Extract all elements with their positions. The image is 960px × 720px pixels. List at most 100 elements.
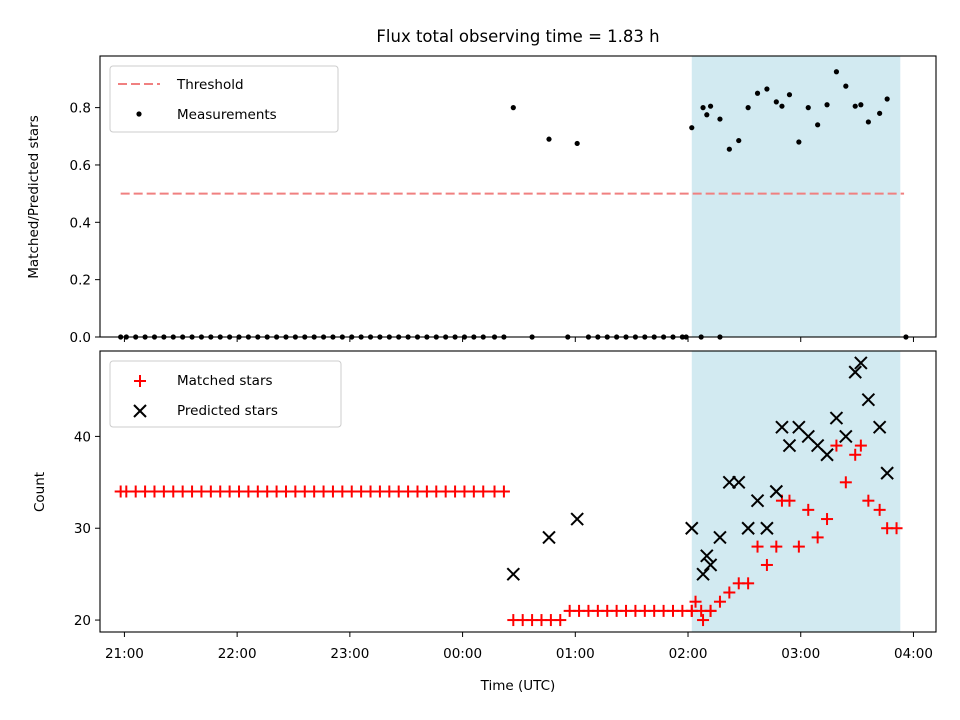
matched-star-point [783, 494, 796, 507]
measurement-point [833, 69, 840, 75]
top-y-tick-label: 0.6 [70, 158, 91, 174]
predicted-star-point [703, 558, 718, 572]
legend-predicted-swatch [133, 404, 147, 418]
predicted-star-point [782, 438, 797, 453]
x-tick-label: 00:00 [443, 646, 482, 662]
top-chart-title: Flux total observing time = 1.83 h [376, 27, 659, 46]
matched-star-point [760, 558, 773, 571]
predicted-star-point [854, 356, 868, 370]
bottom-axes-frame [99, 350, 937, 633]
top-shaded-interval [691, 56, 901, 337]
x-tick-label: 22:00 [218, 646, 257, 662]
matched-star-point [854, 439, 867, 452]
x-tick-label: 04:00 [894, 646, 933, 662]
predicted-star-point [769, 484, 784, 499]
measurements-points [118, 69, 909, 340]
top-y-ticks: 0.0 0.2 0.4 0.6 0.8 [70, 101, 100, 346]
measurement-point [815, 122, 821, 128]
measurement-point [707, 103, 714, 109]
legend-measurements-swatch [136, 111, 142, 117]
legend-matched-swatch [134, 375, 146, 387]
matched-star-point [830, 439, 843, 452]
matched-stars-points [114, 439, 903, 627]
measurement-point [884, 96, 890, 102]
matched-star-point [689, 595, 702, 608]
bottom-legend: Matched stars Predicted stars [109, 360, 342, 428]
bottom-y-axis-label: Count [32, 472, 48, 512]
predicted-star-point [880, 466, 894, 480]
measurement-point [689, 125, 695, 131]
measurement-point [764, 86, 770, 92]
predicted-star-point [696, 567, 710, 581]
matched-star-point [704, 604, 717, 617]
legend-matched-label: Matched stars [177, 373, 273, 389]
matched-star-point [839, 476, 852, 489]
matched-star-point [697, 614, 710, 627]
measurement-point [824, 102, 830, 108]
matched-star-point [802, 503, 815, 516]
measurement-point [700, 105, 706, 111]
predicted-star-point [820, 448, 834, 462]
predicted-star-point [732, 475, 746, 490]
x-tick-label: 23:00 [330, 646, 369, 662]
measurement-point [574, 140, 580, 147]
matched-star-point [554, 614, 567, 627]
bottom-y-tick-label: 20 [74, 613, 91, 629]
measurement-point [786, 92, 793, 98]
matched-star-point [685, 604, 698, 617]
measurement-point [779, 103, 785, 109]
measurement-point [717, 116, 723, 122]
x-tick-label: 03:00 [781, 646, 820, 662]
top-y-tick-label: 0.2 [70, 273, 91, 289]
matched-star-point [751, 540, 764, 553]
matched-star-point [742, 577, 755, 590]
predicted-star-point [872, 420, 887, 434]
matched-star-point [821, 513, 834, 526]
matched-star-point [890, 522, 903, 535]
measurement-point [745, 105, 751, 111]
measurement-point [704, 112, 710, 118]
matched-star-point [477, 485, 490, 498]
matched-star-point [849, 448, 862, 461]
matched-star-point [811, 531, 824, 544]
predicted-star-point [750, 493, 765, 508]
measurement-point [858, 102, 864, 108]
matched-star-point [873, 503, 886, 516]
bottom-x-ticks: 21:00 22:00 23:00 00:00 01:00 02:00 03:00 04:00 [105, 632, 933, 662]
measurement-point [754, 90, 761, 96]
measurement-point [805, 105, 811, 111]
top-y-axis-label: Matched/Predicted stars [26, 115, 42, 278]
top-y-tick-label: 0.4 [70, 215, 91, 231]
legend-measurements-label: Measurements [177, 107, 277, 123]
top-y-tick-label: 0.0 [70, 330, 91, 346]
x-tick-label: 01:00 [556, 646, 595, 662]
matched-star-point [770, 540, 783, 553]
predicted-star-point [861, 392, 876, 407]
measurement-point [510, 105, 516, 111]
predicted-star-point [839, 429, 853, 444]
top-axes-frame [99, 55, 937, 338]
predicted-star-point [700, 549, 714, 563]
predicted-star-point [760, 521, 774, 535]
matched-star-point [713, 595, 726, 608]
measurement-point [865, 119, 871, 125]
legend-threshold-label: Threshold [176, 77, 244, 93]
measurement-point [773, 99, 779, 105]
predicted-star-point [741, 521, 755, 535]
matched-star-point [723, 586, 736, 599]
predicted-star-point [848, 365, 862, 379]
measurement-point [796, 139, 802, 145]
legend-predicted-label: Predicted stars [177, 403, 278, 419]
predicted-star-point [685, 521, 699, 535]
top-y-tick-label: 0.8 [70, 101, 91, 117]
bottom-shaded-interval [691, 351, 901, 632]
bottom-panel: 20 30 40 21:00 22:00 23:00 00:00 01:00 02:00 03:… [32, 350, 937, 694]
matched-star-point [862, 494, 875, 507]
predicted-star-point [542, 530, 556, 545]
predicted-star-point [775, 420, 789, 434]
x-tick-label: 21:00 [105, 646, 144, 662]
measurement-point [843, 83, 849, 89]
measurement-point [736, 137, 742, 144]
predicted-star-point [570, 512, 584, 526]
